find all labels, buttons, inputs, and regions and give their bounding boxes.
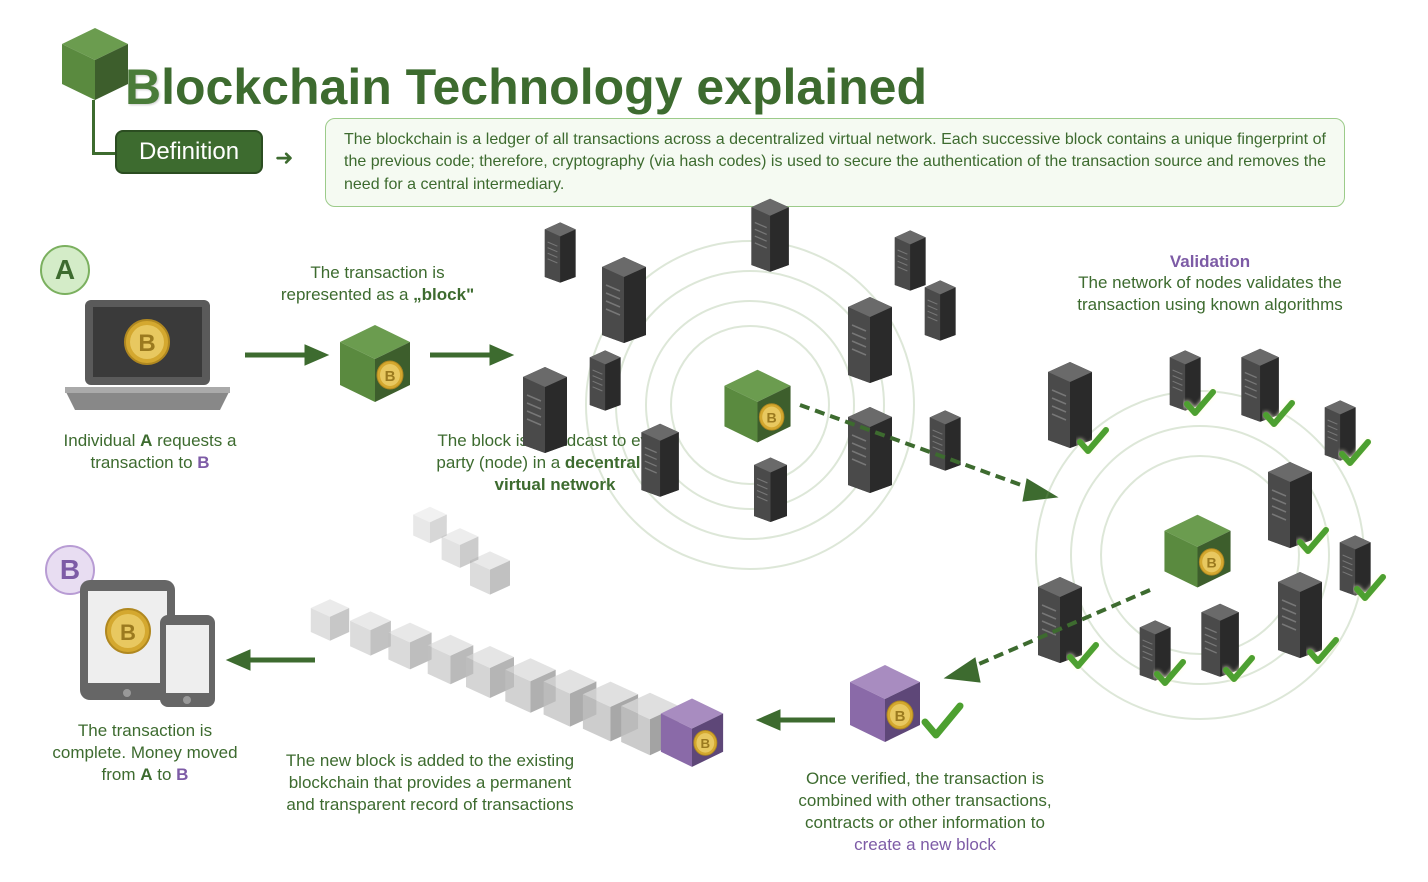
server-icon: [638, 422, 682, 504]
server-validated-icon: [1198, 602, 1242, 684]
arrow-2: [425, 340, 515, 370]
server-validated-icon: [1264, 460, 1316, 555]
badge-a: A: [40, 245, 90, 295]
arrow-5: [755, 705, 840, 735]
caption-step1: Individual A requests a transaction to B: [45, 430, 255, 474]
server-icon: [922, 279, 958, 347]
validation-text: The network of nodes validates the trans…: [1060, 272, 1360, 316]
server-icon: [751, 456, 790, 529]
server-validated-icon: [1167, 349, 1203, 417]
devices-icon: B: [70, 575, 220, 710]
page-title: Blockchain Technology explained: [125, 58, 927, 116]
definition-label: Definition: [115, 130, 263, 174]
block-center-net1-icon: B: [715, 365, 800, 450]
laptop-icon: B: [60, 295, 235, 415]
svg-text:B: B: [385, 368, 396, 385]
arrow-4: [940, 580, 1160, 690]
server-validated-icon: [1238, 347, 1282, 429]
svg-text:B: B: [767, 411, 777, 427]
block-chain-purple-icon: B: [652, 694, 732, 774]
block-green-icon: B: [330, 320, 420, 410]
arrow-3: [795, 395, 1065, 515]
svg-text:B: B: [701, 736, 711, 751]
svg-text:B: B: [895, 708, 906, 725]
svg-text:B: B: [138, 330, 155, 357]
title-rest: lockchain Technology explained: [161, 59, 927, 115]
caption-step6: The new block is added to the existing b…: [280, 750, 580, 816]
title-first-letter: B: [125, 59, 161, 115]
server-icon: [844, 295, 896, 390]
server-validated-icon: [1337, 534, 1373, 602]
checkmark-purple-block-icon: [920, 700, 965, 745]
server-validated-icon: [1274, 570, 1326, 665]
arrow-1: [240, 340, 330, 370]
definition-text: The blockchain is a ledger of all transa…: [325, 118, 1345, 207]
caption-step7: The transaction is complete. Money moved…: [45, 720, 245, 786]
block-center-net2-icon: B: [1155, 510, 1240, 595]
caption-step5: Once verified, the transaction is combin…: [780, 768, 1070, 856]
arrow-6: [225, 645, 320, 675]
server-icon: [542, 221, 578, 289]
svg-text:B: B: [120, 620, 136, 645]
block-purple-icon: B: [840, 660, 930, 750]
server-icon: [587, 349, 623, 417]
definition-arrow-icon: ➜: [275, 145, 293, 171]
server-validated-icon: [1044, 360, 1096, 455]
server-validated-icon: [1322, 399, 1358, 467]
definition-connector: [92, 100, 117, 155]
caption-step2: The transaction is represented as a „blo…: [265, 262, 490, 306]
server-icon: [748, 197, 792, 279]
server-icon: [519, 365, 571, 460]
server-icon: [598, 255, 650, 350]
validation-title: Validation: [1060, 252, 1360, 272]
svg-text:B: B: [1207, 556, 1217, 572]
chain-branch-cube-icon: [409, 504, 451, 551]
